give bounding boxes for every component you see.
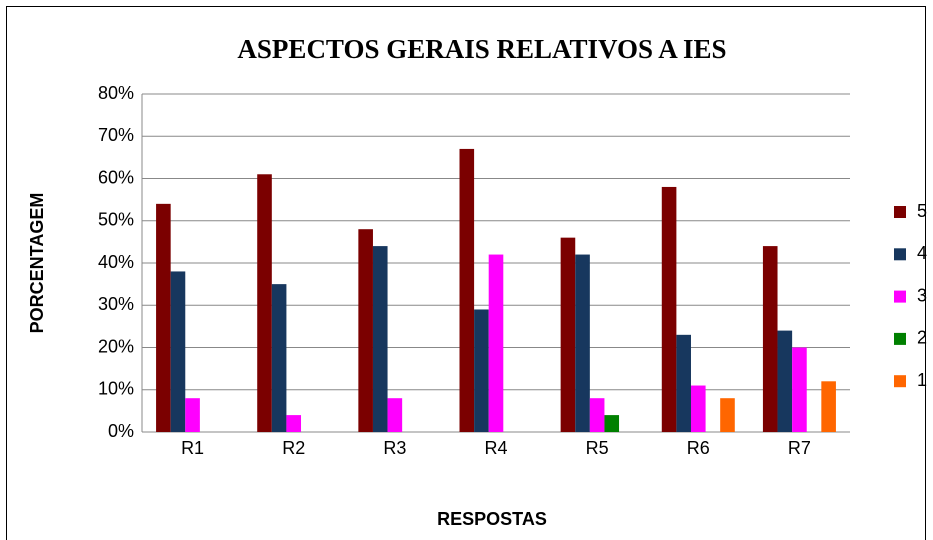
bar bbox=[575, 254, 590, 432]
legend-label: 5 bbox=[917, 201, 927, 221]
chart-title: ASPECTOS GERAIS RELATIVOS A IES bbox=[237, 34, 726, 64]
y-tick-label: 80% bbox=[98, 83, 134, 103]
y-tick-label: 40% bbox=[98, 252, 134, 272]
bar bbox=[257, 174, 272, 432]
bar bbox=[185, 398, 200, 432]
bar bbox=[372, 246, 388, 432]
y-axis-label: PORCENTAGEM bbox=[27, 193, 47, 334]
bar bbox=[720, 398, 735, 432]
bar bbox=[286, 415, 302, 432]
legend-swatch bbox=[894, 332, 906, 345]
legend-label: 4 bbox=[917, 243, 927, 263]
bar bbox=[792, 347, 807, 432]
legend-label: 1 bbox=[917, 370, 927, 390]
bar bbox=[156, 203, 171, 432]
bar bbox=[589, 398, 605, 432]
bar bbox=[474, 309, 489, 432]
legend-swatch bbox=[894, 248, 906, 261]
legend-swatch bbox=[894, 206, 906, 218]
bar bbox=[387, 398, 403, 432]
legend-swatch bbox=[894, 290, 906, 303]
bar bbox=[661, 186, 677, 432]
y-tick-label: 30% bbox=[98, 294, 134, 314]
bar bbox=[777, 330, 793, 432]
chart-border bbox=[6, 6, 926, 540]
x-tick-label: R2 bbox=[282, 438, 305, 458]
bar bbox=[170, 271, 186, 432]
bar bbox=[604, 415, 620, 432]
legend-swatch bbox=[894, 375, 906, 388]
x-tick-label: R1 bbox=[181, 438, 204, 458]
x-tick-label: R6 bbox=[687, 438, 710, 458]
y-tick-label: 20% bbox=[98, 336, 134, 356]
y-tick-label: 70% bbox=[98, 125, 134, 145]
x-tick-label: R7 bbox=[788, 438, 811, 458]
bar bbox=[271, 284, 287, 432]
y-tick-label: 0% bbox=[108, 421, 134, 441]
x-tick-label: R4 bbox=[484, 438, 507, 458]
bar bbox=[821, 381, 836, 432]
x-tick-label: R3 bbox=[383, 438, 406, 458]
x-tick-label: R5 bbox=[586, 438, 609, 458]
legend-label: 2 bbox=[917, 328, 927, 348]
bar bbox=[488, 254, 504, 432]
bar bbox=[560, 237, 576, 432]
y-tick-label: 60% bbox=[98, 167, 134, 187]
bar bbox=[358, 229, 373, 432]
bar bbox=[762, 246, 778, 432]
bar bbox=[690, 385, 706, 432]
y-tick-label: 10% bbox=[98, 379, 134, 399]
bar bbox=[459, 148, 475, 433]
legend-label: 3 bbox=[917, 285, 927, 305]
y-tick-label: 50% bbox=[98, 210, 134, 230]
x-axis-label: RESPOSTAS bbox=[437, 509, 547, 529]
bar bbox=[676, 334, 691, 432]
